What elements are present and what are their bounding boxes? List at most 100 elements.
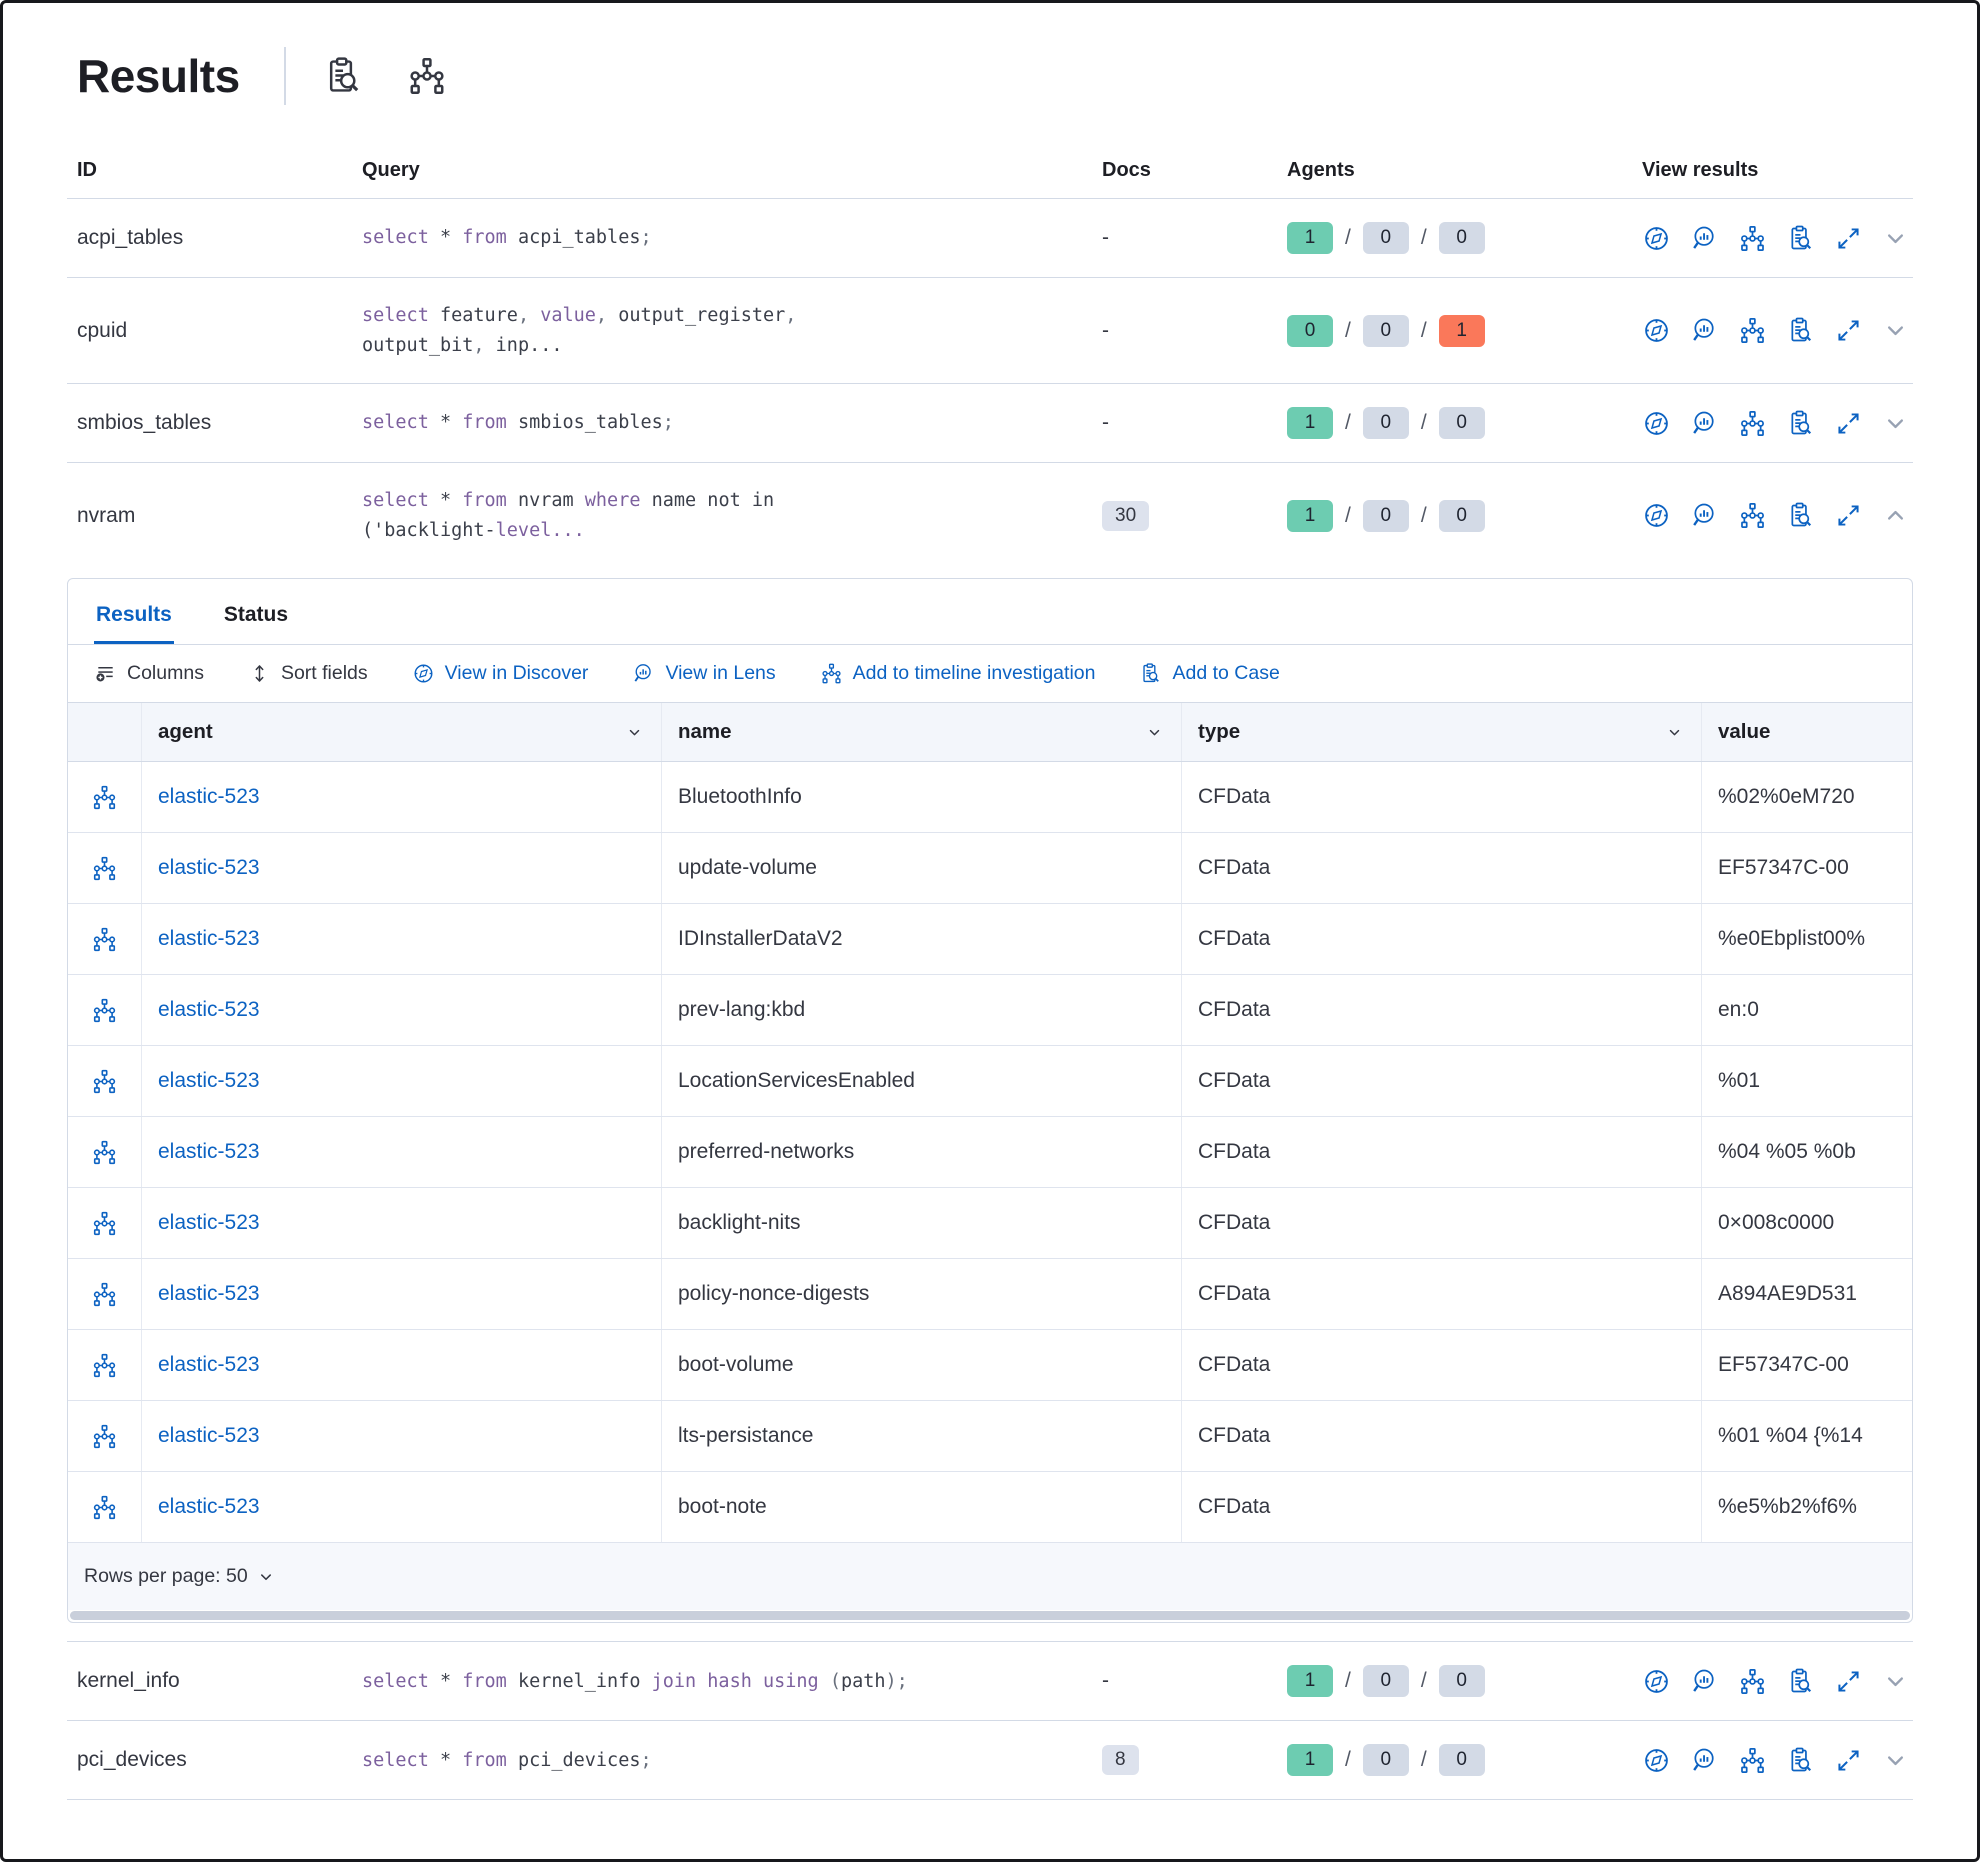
add-to-timeline-button[interactable]: Add to timeline investigation — [820, 662, 1095, 685]
cell-value: en:0 — [1718, 998, 1759, 1022]
queries-table-header: ID Query Docs Agents View results — [67, 145, 1913, 199]
agents-status: 1/ 0/ 0 — [1287, 1744, 1642, 1777]
docs-count: - — [1102, 226, 1109, 249]
agent-link[interactable]: elastic-523 — [158, 1282, 260, 1306]
view-in-lens-button[interactable]: View in Lens — [632, 662, 776, 685]
agent-link[interactable]: elastic-523 — [158, 785, 260, 809]
row-node-tree-icon[interactable] — [68, 1117, 142, 1188]
agent-link[interactable]: elastic-523 — [158, 1069, 260, 1093]
discover-compass-icon[interactable] — [1642, 1746, 1671, 1775]
rows-per-page-button[interactable]: Rows per page: 50 — [84, 1565, 248, 1588]
expand-icon[interactable] — [1834, 224, 1863, 253]
cell-type: CFData — [1182, 1188, 1702, 1259]
grid-col-value[interactable]: value — [1718, 720, 1771, 744]
timeline-node-tree-icon[interactable] — [1738, 1667, 1767, 1696]
col-header-agents: Agents — [1287, 159, 1355, 181]
chevron-down-icon[interactable] — [1882, 225, 1909, 252]
lens-icon[interactable] — [1690, 224, 1719, 253]
chevron-up-icon[interactable] — [1882, 502, 1909, 529]
row-node-tree-icon[interactable] — [68, 1259, 142, 1330]
agent-link[interactable]: elastic-523 — [158, 856, 260, 880]
agent-link[interactable]: elastic-523 — [158, 1495, 260, 1519]
chevron-down-icon[interactable] — [1882, 1747, 1909, 1774]
row-node-tree-icon[interactable] — [68, 1401, 142, 1472]
expand-icon[interactable] — [1834, 409, 1863, 438]
lens-icon[interactable] — [1690, 316, 1719, 345]
lens-icon[interactable] — [1690, 409, 1719, 438]
row-node-tree-icon[interactable] — [68, 1188, 142, 1259]
agents-success-badge: 0 — [1287, 314, 1333, 347]
chevron-down-icon[interactable] — [1882, 1668, 1909, 1695]
agent-link[interactable]: elastic-523 — [158, 998, 260, 1022]
expand-icon[interactable] — [1834, 1667, 1863, 1696]
discover-compass-icon[interactable] — [1642, 224, 1671, 253]
chevron-down-icon[interactable] — [257, 1568, 275, 1586]
discover-compass-icon[interactable] — [1642, 316, 1671, 345]
node-tree-icon[interactable] — [406, 55, 448, 97]
agents-failed-badge: 0 — [1438, 499, 1485, 532]
query-id: pci_devices — [77, 1748, 187, 1772]
row-node-tree-icon[interactable] — [68, 904, 142, 975]
chevron-down-icon[interactable] — [1882, 410, 1909, 437]
row-node-tree-icon[interactable] — [68, 975, 142, 1046]
row-node-tree-icon[interactable] — [68, 1046, 142, 1117]
add-to-case-button[interactable]: Add to Case — [1139, 662, 1280, 685]
cell-type: CFData — [1182, 1046, 1702, 1117]
agent-link[interactable]: elastic-523 — [158, 1424, 260, 1448]
expand-icon[interactable] — [1834, 1746, 1863, 1775]
page-title: Results — [77, 50, 240, 102]
add-to-case-inspect-icon[interactable] — [1786, 224, 1815, 253]
lens-icon[interactable] — [1690, 1746, 1719, 1775]
agent-link[interactable]: elastic-523 — [158, 1353, 260, 1377]
expand-icon[interactable] — [1834, 316, 1863, 345]
grid-col-type[interactable]: type — [1182, 703, 1702, 762]
view-results-actions — [1642, 409, 1913, 438]
tab-results[interactable]: Results — [94, 579, 174, 645]
view-results-actions — [1642, 224, 1913, 253]
timeline-node-tree-icon[interactable] — [1738, 1746, 1767, 1775]
lens-icon[interactable] — [1690, 501, 1719, 530]
cell-name: backlight-nits — [662, 1188, 1182, 1259]
timeline-node-tree-icon[interactable] — [1738, 224, 1767, 253]
grid-row: elastic-523 boot-volume CFData EF57347C-… — [68, 1330, 1912, 1402]
agent-link[interactable]: elastic-523 — [158, 1140, 260, 1164]
tab-status[interactable]: Status — [223, 603, 289, 627]
grid-col-agent[interactable]: agent — [142, 703, 662, 762]
chevron-down-icon[interactable] — [1666, 724, 1683, 741]
chevron-down-icon[interactable] — [1146, 724, 1163, 741]
add-to-case-inspect-icon[interactable] — [1786, 409, 1815, 438]
grid-col-name[interactable]: name — [662, 703, 1182, 762]
lens-icon[interactable] — [1690, 1667, 1719, 1696]
discover-compass-icon[interactable] — [1642, 501, 1671, 530]
cell-name: preferred-networks — [662, 1117, 1182, 1188]
timeline-node-tree-icon — [820, 662, 843, 685]
cell-name: boot-note — [662, 1472, 1182, 1543]
agents-failed-badge: 0 — [1438, 222, 1485, 254]
agent-link[interactable]: elastic-523 — [158, 927, 260, 951]
columns-button[interactable]: Columns — [94, 662, 204, 685]
chevron-down-icon[interactable] — [626, 724, 643, 741]
timeline-node-tree-icon[interactable] — [1738, 409, 1767, 438]
row-node-tree-icon[interactable] — [68, 1330, 142, 1401]
agent-link[interactable]: elastic-523 — [158, 1211, 260, 1235]
row-node-tree-icon[interactable] — [68, 1472, 142, 1543]
row-node-tree-icon[interactable] — [68, 762, 142, 833]
discover-compass-icon[interactable] — [1642, 409, 1671, 438]
add-to-case-inspect-icon[interactable] — [1786, 316, 1815, 345]
row-node-tree-icon[interactable] — [68, 833, 142, 904]
cell-name: IDInstallerDataV2 — [662, 904, 1182, 975]
view-in-discover-button[interactable]: View in Discover — [412, 662, 588, 685]
sort-fields-button[interactable]: Sort fields — [248, 662, 368, 685]
add-to-case-inspect-icon[interactable] — [1786, 501, 1815, 530]
inspect-icon[interactable] — [322, 55, 364, 97]
col-header-docs: Docs — [1102, 159, 1151, 181]
horizontal-scrollbar[interactable] — [70, 1611, 1910, 1621]
timeline-node-tree-icon[interactable] — [1738, 501, 1767, 530]
agents-status: 1/ 0/ 0 — [1287, 407, 1642, 440]
expand-icon[interactable] — [1834, 501, 1863, 530]
discover-compass-icon[interactable] — [1642, 1667, 1671, 1696]
chevron-down-icon[interactable] — [1882, 317, 1909, 344]
add-to-case-inspect-icon[interactable] — [1786, 1667, 1815, 1696]
add-to-case-inspect-icon[interactable] — [1786, 1746, 1815, 1775]
timeline-node-tree-icon[interactable] — [1738, 316, 1767, 345]
